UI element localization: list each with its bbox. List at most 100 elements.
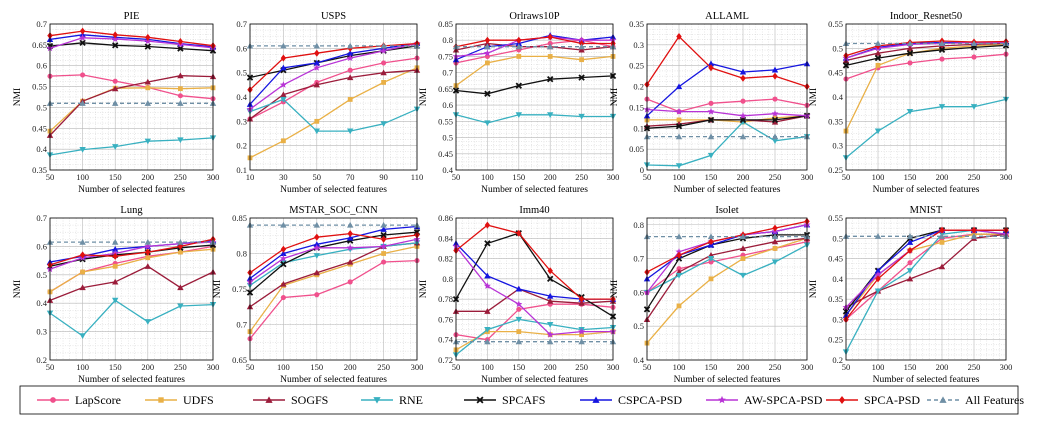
- y-tick-label: 0.85: [438, 19, 453, 29]
- axes-frame: [49, 217, 214, 361]
- y-tick-label: 0.55: [438, 116, 453, 126]
- series-line: [455, 55, 614, 87]
- data-point: [970, 104, 978, 110]
- data-point: [346, 54, 354, 61]
- x-tick-label: 300: [607, 362, 620, 372]
- series-line: [49, 238, 214, 266]
- data-point: [970, 233, 978, 239]
- y-tick-label: 0.45: [32, 123, 47, 133]
- data-point: [347, 97, 353, 102]
- y-tick-label: 0.76: [438, 314, 453, 324]
- data-point: [874, 267, 882, 274]
- data-point: [739, 245, 747, 251]
- data-point: [740, 98, 746, 104]
- data-point: [547, 75, 554, 83]
- data-point: [177, 303, 184, 310]
- data-point: [938, 263, 946, 270]
- y-tick-label: 0.4: [633, 355, 644, 365]
- x-tick-label: 250: [968, 172, 981, 182]
- data-point: [280, 64, 287, 71]
- data-point: [739, 112, 747, 119]
- y-tick-label: 0.1: [633, 123, 644, 133]
- legend-item-udfs: UDFS: [145, 393, 214, 407]
- data-point: [676, 32, 682, 41]
- series-line: [845, 42, 1007, 62]
- y-tick-label: 0.6: [236, 43, 247, 53]
- x-tick-label: 50: [842, 172, 851, 182]
- y-axis-label: NMI: [809, 88, 819, 106]
- y-tick-label: 0.6: [36, 241, 47, 251]
- y-tick-label: 0.8: [236, 249, 247, 259]
- data-point: [112, 31, 118, 39]
- x-tick-label: 150: [904, 362, 917, 372]
- x-tick-label: 200: [544, 362, 557, 372]
- legend-item-rne: RNE: [361, 393, 423, 407]
- data-point: [380, 235, 387, 243]
- data-point: [739, 68, 747, 75]
- x-tick-label: 150: [109, 362, 122, 372]
- data-point: [772, 96, 778, 102]
- x-tick-label: 100: [481, 362, 494, 372]
- data-point: [279, 254, 287, 262]
- data-point: [707, 107, 715, 115]
- legend-item-sogfs: SOGFS: [253, 393, 328, 407]
- series-line: [49, 34, 214, 48]
- series-line: [249, 98, 418, 132]
- y-tick-label: 0.4: [832, 92, 843, 102]
- series-line: [845, 53, 1007, 80]
- data-point: [875, 275, 881, 283]
- data-point: [675, 233, 683, 240]
- y-tick-label: 0.7: [36, 213, 47, 223]
- series-line: [455, 232, 614, 317]
- data-point: [280, 245, 287, 253]
- x-tick-label: 150: [705, 362, 718, 372]
- series-cspca-psd: [643, 60, 811, 119]
- series-line: [249, 225, 418, 279]
- data-point: [281, 138, 286, 144]
- y-tick-label: 0.7: [442, 68, 453, 78]
- data-point: [516, 329, 522, 334]
- chart-panels: 50 100 150 200 250 3000.350.40.450.50.550.60.…: [13, 11, 1012, 385]
- data-point: [906, 109, 914, 115]
- y-tick-label: 0.3: [832, 141, 843, 151]
- y-tick-label: 0.55: [828, 19, 843, 29]
- data-point: [144, 319, 151, 325]
- data-point: [578, 327, 586, 335]
- data-point: [177, 238, 184, 245]
- data-point: [708, 100, 714, 106]
- data-point: [515, 300, 523, 308]
- data-point: [938, 40, 946, 47]
- x-tick-label: 100: [673, 362, 686, 372]
- data-point: [578, 39, 585, 47]
- data-point: [546, 331, 554, 338]
- data-point: [280, 221, 287, 228]
- legend-item-spca-psd: SPCA-PSD: [826, 393, 920, 407]
- y-tick-label: 0.2: [832, 355, 843, 365]
- y-tick-label: 0.5: [442, 133, 453, 143]
- x-tick-label: 100: [872, 362, 885, 372]
- x-axis-label: Number of selected features: [280, 184, 387, 195]
- series-line: [646, 35, 808, 88]
- data-point: [380, 231, 387, 239]
- data-point: [515, 316, 522, 323]
- series-line: [455, 303, 614, 341]
- data-point: [874, 40, 882, 47]
- data-point: [675, 123, 683, 130]
- data-point: [314, 118, 320, 124]
- x-tick-label: 100: [673, 172, 686, 182]
- y-tick-label: 0.3: [832, 314, 843, 324]
- series-line: [249, 42, 418, 110]
- data-point: [381, 259, 387, 265]
- data-point: [347, 128, 354, 135]
- data-point: [79, 100, 86, 106]
- data-point: [144, 263, 151, 269]
- data-point: [906, 239, 914, 245]
- y-axis-label: NMI: [13, 88, 23, 106]
- data-point: [939, 239, 945, 245]
- series-line: [646, 237, 808, 320]
- data-point: [516, 54, 522, 59]
- x-axis-label: Number of selected features: [280, 374, 387, 385]
- panel-usps: 10 30 50 70 90 110 0.1 0.2 0.3 0.4 0.5 0.6 0.7 USPS Nu…: [236, 11, 423, 195]
- data-point: [484, 308, 491, 314]
